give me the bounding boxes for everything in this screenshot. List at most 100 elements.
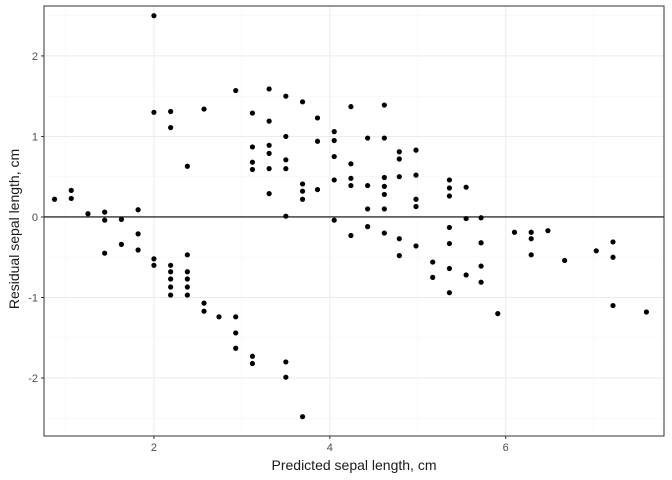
data-point — [348, 175, 354, 181]
data-point — [430, 274, 436, 280]
data-point — [314, 186, 321, 193]
data-point — [51, 196, 58, 202]
panel-border — [43, 5, 665, 437]
data-point — [413, 196, 419, 202]
data-point — [118, 216, 124, 222]
data-point — [249, 166, 256, 173]
data-point — [266, 118, 272, 124]
data-point — [348, 161, 354, 167]
x-tick-label: 6 — [503, 442, 509, 454]
data-point — [283, 157, 289, 163]
data-point — [446, 290, 453, 296]
data-point — [266, 142, 272, 148]
data-point — [478, 263, 484, 269]
data-point — [396, 236, 402, 242]
data-point — [446, 224, 453, 231]
data-point — [446, 265, 453, 272]
data-point — [68, 187, 74, 194]
data-point — [168, 292, 174, 298]
data-point — [396, 156, 402, 162]
data-point — [233, 345, 239, 351]
data-point — [331, 153, 337, 160]
y-axis-title: Residual sepal length, cm — [6, 149, 22, 309]
data-point — [365, 224, 371, 230]
data-point — [396, 149, 402, 155]
data-point — [283, 93, 289, 99]
data-point — [135, 207, 141, 213]
data-point — [168, 284, 174, 290]
data-point — [381, 174, 387, 181]
data-point — [249, 110, 256, 116]
data-point — [413, 203, 419, 210]
data-point — [478, 279, 484, 285]
data-point — [610, 239, 616, 245]
data-point — [446, 185, 453, 191]
y-tick-label: 2 — [32, 51, 38, 63]
data-point — [184, 269, 190, 275]
data-point — [168, 108, 174, 115]
x-axis-title: Predicted sepal length, cm — [272, 457, 437, 473]
data-point — [299, 99, 306, 105]
data-point — [233, 314, 239, 320]
data-point — [249, 159, 256, 165]
data-point — [381, 230, 387, 236]
data-point — [528, 252, 534, 258]
data-point — [381, 206, 387, 212]
data-point — [249, 353, 256, 359]
data-point — [283, 213, 289, 219]
data-point — [331, 137, 337, 144]
data-point — [168, 124, 174, 131]
y-tick-label: -2 — [28, 373, 38, 385]
data-point — [381, 135, 387, 141]
data-point — [331, 177, 337, 183]
data-point — [168, 269, 174, 275]
data-point — [299, 181, 306, 187]
data-point — [381, 191, 387, 198]
data-point — [511, 229, 518, 235]
data-point — [528, 229, 534, 235]
data-point — [68, 195, 74, 202]
data-point — [135, 247, 141, 253]
data-point — [85, 211, 91, 217]
data-point — [184, 163, 190, 169]
data-point — [102, 217, 108, 223]
data-point — [233, 87, 239, 94]
data-point — [283, 133, 289, 140]
data-point — [562, 257, 568, 264]
data-point — [266, 150, 272, 156]
data-point — [463, 272, 469, 278]
data-point — [151, 256, 157, 262]
data-point — [413, 147, 419, 153]
data-point — [201, 300, 207, 306]
data-point — [168, 262, 174, 268]
data-point — [314, 138, 321, 144]
data-point — [184, 276, 190, 282]
data-point — [446, 177, 453, 183]
data-point — [593, 248, 599, 254]
data-point — [478, 215, 484, 221]
data-point — [463, 215, 469, 222]
data-point — [151, 109, 157, 115]
data-point — [381, 102, 387, 108]
data-point — [201, 308, 207, 314]
data-point — [365, 182, 371, 189]
y-tick-label: 0 — [32, 212, 38, 224]
data-point — [299, 196, 306, 202]
data-point — [201, 106, 207, 112]
data-point — [365, 206, 371, 212]
data-point — [643, 309, 650, 315]
data-point — [283, 374, 289, 380]
data-point — [348, 182, 354, 189]
data-point — [266, 86, 272, 92]
data-point — [168, 276, 174, 282]
data-point — [118, 241, 124, 247]
data-point — [365, 135, 371, 141]
data-point — [446, 193, 453, 199]
data-point — [233, 330, 239, 336]
data-point — [249, 360, 256, 367]
y-tick-label: 1 — [32, 131, 38, 143]
data-point — [381, 183, 387, 189]
data-point — [135, 231, 141, 237]
data-point — [184, 252, 190, 258]
